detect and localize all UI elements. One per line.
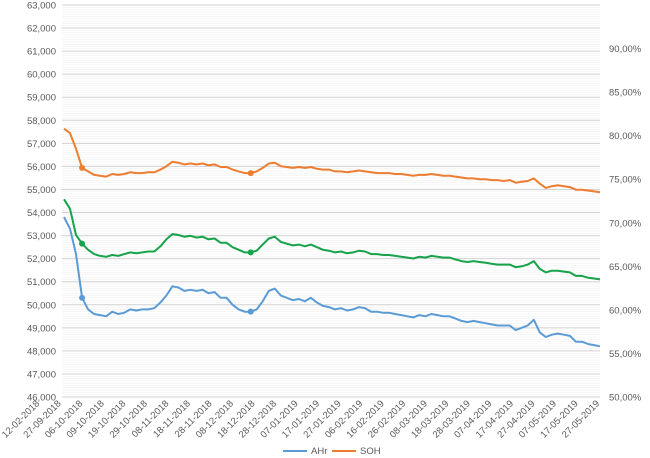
legend-label-ahr: AHr	[311, 446, 327, 457]
series-marker	[247, 308, 254, 315]
y2-tick-label: 60,00%	[609, 305, 642, 316]
series-line-unnamed-2	[63, 198, 601, 281]
y2-tick-label: 75,00%	[609, 175, 642, 186]
y-tick-label: 51,000	[27, 277, 56, 288]
series-markers	[79, 164, 254, 315]
y2-tick-label: 65,00%	[609, 262, 642, 273]
y-tick-label: 61,000	[27, 47, 56, 58]
y-tick-label: 57,000	[27, 139, 56, 150]
series-lines	[63, 127, 601, 348]
y-tick-label: 60,000	[27, 70, 56, 81]
y-tick-label: 56,000	[27, 162, 56, 173]
series-line-ahr	[63, 216, 601, 348]
y2-tick-label: 70,00%	[609, 218, 642, 229]
y-tick-label: 58,000	[27, 116, 56, 127]
series-line-soh	[63, 127, 601, 194]
y2-tick-label: 90,00%	[609, 44, 642, 55]
y2-tick-label: 55,00%	[609, 349, 642, 360]
legend: AHr SOH	[283, 446, 381, 457]
y-tick-label: 54,000	[27, 208, 56, 219]
series-marker	[79, 240, 86, 247]
y-tick-label: 49,000	[27, 323, 56, 334]
y-tick-label: 59,000	[27, 93, 56, 104]
series-marker	[79, 294, 86, 301]
series-marker	[79, 164, 86, 171]
gridlines	[62, 4, 600, 398]
y2-tick-label: 80,00%	[609, 131, 642, 142]
y-tick-label: 46,000	[27, 393, 56, 404]
y-tick-label: 62,000	[27, 24, 56, 35]
right-axis-ticks: 50,00% 55,00% 60,00% 65,00% 70,00% 75,00% 80,0…	[609, 44, 642, 403]
y-tick-label: 55,000	[27, 185, 56, 196]
y-tick-label: 52,000	[27, 254, 56, 265]
y2-tick-label: 50,00%	[609, 393, 642, 404]
y-tick-label: 53,000	[27, 231, 56, 242]
legend-label-soh: SOH	[360, 446, 381, 457]
series-marker	[247, 249, 254, 256]
y-tick-label: 47,000	[27, 369, 56, 380]
y-tick-label: 50,000	[27, 300, 56, 311]
series-marker	[247, 170, 254, 177]
left-axis-ticks: 46,000 47,000 48,000 49,000 50,000 51,000 52,0…	[27, 1, 56, 404]
y-tick-label: 63,000	[27, 1, 56, 12]
y-tick-label: 48,000	[27, 346, 56, 357]
y2-tick-label: 85,00%	[609, 88, 642, 99]
